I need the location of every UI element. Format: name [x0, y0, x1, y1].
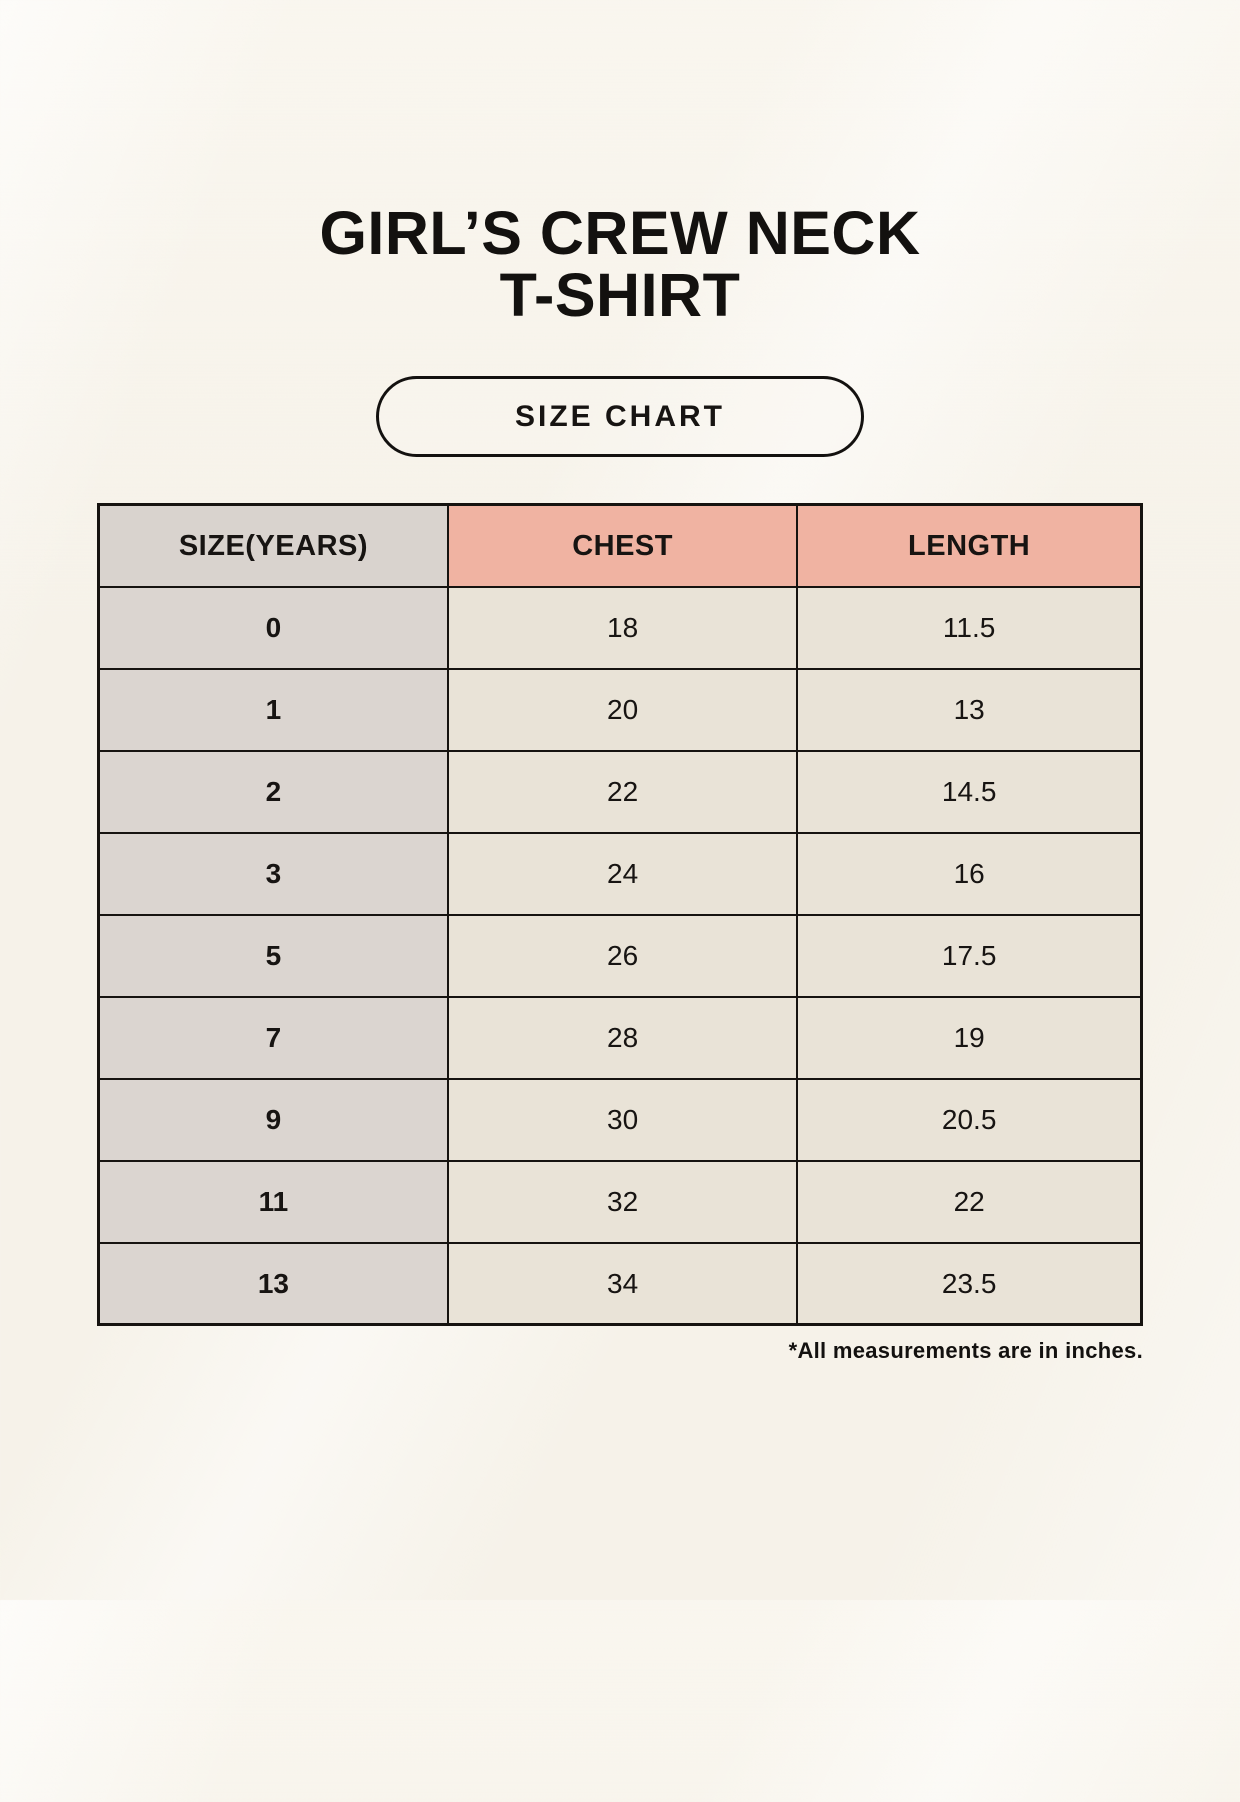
table-row: 13 34 23.5: [97, 1241, 1143, 1326]
page-title-line2: T-SHIRT: [499, 261, 741, 330]
length-cell: 20.5: [796, 1077, 1143, 1162]
table-row: 3 24 16: [97, 831, 1143, 916]
length-cell: 11.5: [796, 585, 1143, 670]
size-cell: 2: [97, 749, 449, 834]
table-row: 0 18 11.5: [97, 585, 1143, 670]
chest-cell: 30: [446, 1077, 799, 1162]
size-cell: 9: [97, 1077, 449, 1162]
size-cell: 3: [97, 831, 449, 916]
chest-cell: 22: [446, 749, 799, 834]
chest-cell: 18: [446, 585, 799, 670]
header-cell-size-years: SIZE(YEARS): [97, 503, 449, 588]
length-cell: 13: [796, 667, 1143, 752]
chest-cell: 20: [446, 667, 799, 752]
size-chart-badge-label: SIZE CHART: [515, 399, 725, 433]
length-cell: 17.5: [796, 913, 1143, 998]
measurements-footnote: *All measurements are in inches.: [788, 1338, 1143, 1364]
size-cell: 1: [97, 667, 449, 752]
table-row: 7 28 19: [97, 995, 1143, 1080]
chest-cell: 26: [446, 913, 799, 998]
length-cell: 22: [796, 1159, 1143, 1244]
size-cell: 7: [97, 995, 449, 1080]
size-chart-badge: SIZE CHART: [376, 376, 864, 458]
header-cell-chest: CHEST: [446, 503, 799, 588]
table-row: 1 20 13: [97, 667, 1143, 752]
chest-cell: 24: [446, 831, 799, 916]
size-cell: 11: [97, 1159, 449, 1244]
table-row: 5 26 17.5: [97, 913, 1143, 998]
size-chart-page: GIRL’S CREW NECK T-SHIRT SIZE CHART SIZE…: [0, 202, 1240, 1802]
length-cell: 14.5: [796, 749, 1143, 834]
length-cell: 23.5: [796, 1241, 1143, 1326]
size-cell: 0: [97, 585, 449, 670]
size-cell: 5: [97, 913, 449, 998]
table-row: 2 22 14.5: [97, 749, 1143, 834]
page-title-line1: GIRL’S CREW NECK: [319, 199, 921, 267]
length-cell: 19: [796, 995, 1143, 1080]
header-cell-length: LENGTH: [796, 503, 1143, 588]
table-row: 9 30 20.5: [97, 1077, 1143, 1162]
chest-cell: 28: [446, 995, 799, 1080]
size-cell: 13: [97, 1241, 449, 1326]
chest-cell: 32: [446, 1159, 799, 1244]
table-header-row: SIZE(YEARS) CHEST LENGTH: [97, 503, 1143, 588]
size-table: SIZE(YEARS) CHEST LENGTH 0 18 11.5 1 20 …: [97, 503, 1143, 1327]
chest-cell: 34: [446, 1241, 799, 1326]
table-row: 11 32 22: [97, 1159, 1143, 1244]
length-cell: 16: [796, 831, 1143, 916]
page-title: GIRL’S CREW NECK T-SHIRT: [97, 202, 1143, 326]
